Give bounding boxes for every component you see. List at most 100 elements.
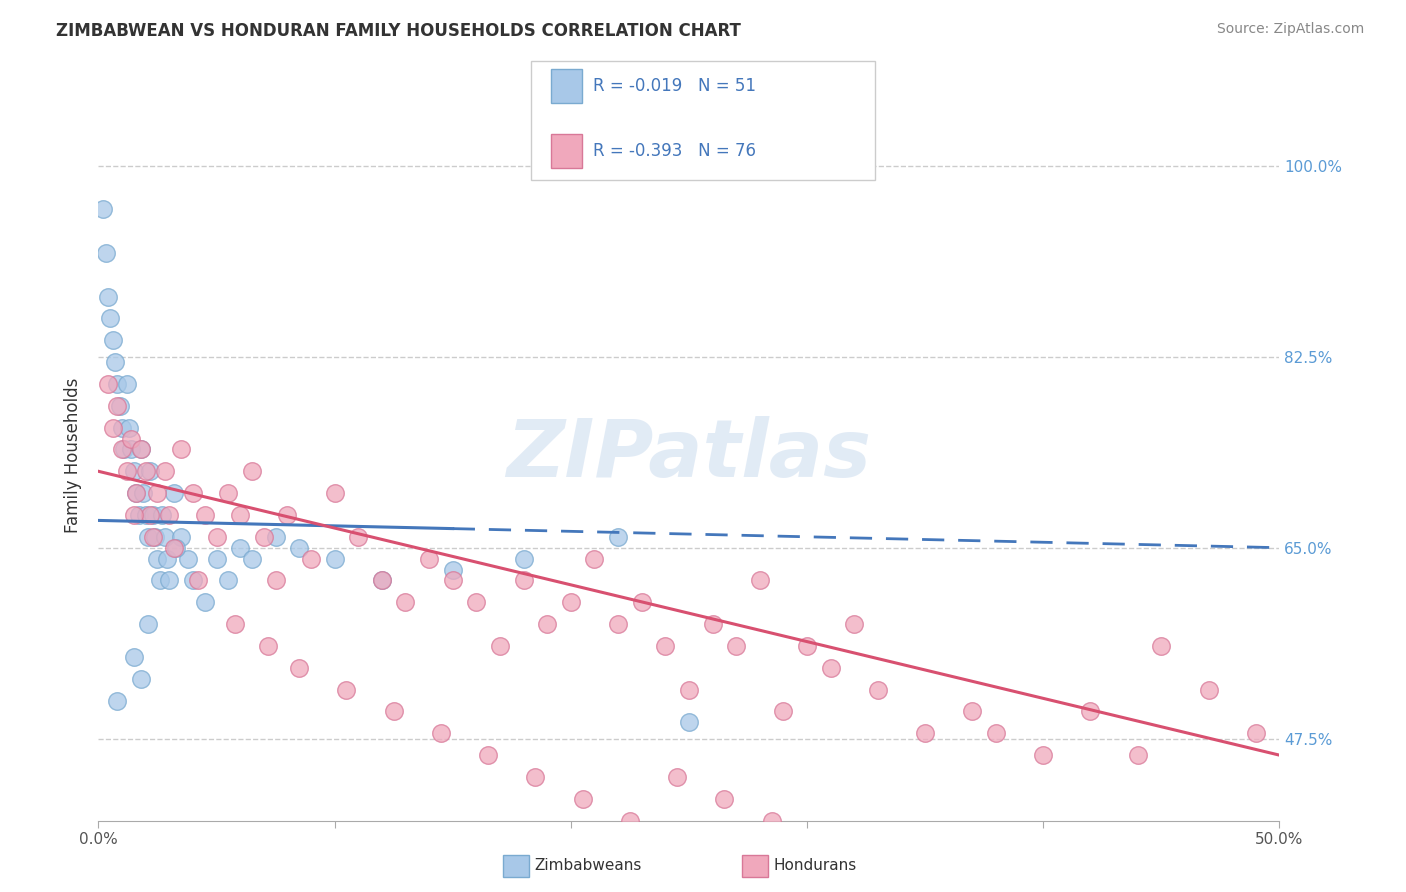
Point — [157, 508, 180, 522]
Point — [105, 376, 128, 391]
Point — [489, 639, 512, 653]
Point — [477, 748, 499, 763]
Point — [713, 792, 735, 806]
Point — [97, 376, 120, 391]
Point — [170, 442, 193, 457]
Point — [607, 530, 630, 544]
Point — [122, 508, 145, 522]
Point — [122, 649, 145, 664]
Point — [866, 682, 889, 697]
Point — [725, 639, 748, 653]
Point — [1032, 748, 1054, 763]
Point — [129, 672, 152, 686]
Point — [125, 486, 148, 500]
Point — [253, 530, 276, 544]
Point — [170, 530, 193, 544]
Point — [1126, 748, 1149, 763]
Text: Zimbabweans: Zimbabweans — [534, 858, 641, 872]
Point — [115, 376, 138, 391]
Point — [560, 595, 582, 609]
Point — [772, 705, 794, 719]
Point — [288, 661, 311, 675]
Point — [105, 693, 128, 707]
Point — [132, 486, 155, 500]
Point — [121, 442, 143, 457]
Point — [129, 442, 152, 457]
Point — [1198, 682, 1220, 697]
Point — [820, 661, 842, 675]
Point — [323, 551, 346, 566]
Point — [101, 333, 124, 347]
Point — [394, 595, 416, 609]
Point — [418, 551, 440, 566]
Point — [240, 464, 263, 478]
Point — [143, 530, 166, 544]
Point — [323, 486, 346, 500]
Point — [136, 530, 159, 544]
Point — [181, 574, 204, 588]
Point — [112, 442, 135, 457]
Point — [299, 551, 322, 566]
Point — [607, 617, 630, 632]
Point — [748, 574, 770, 588]
Point — [807, 835, 830, 849]
Point — [163, 541, 186, 555]
Point — [105, 399, 128, 413]
Point — [229, 541, 252, 555]
Point — [104, 355, 127, 369]
Point — [430, 726, 453, 740]
Point — [382, 705, 405, 719]
Point — [217, 574, 239, 588]
Point — [371, 574, 394, 588]
Point — [153, 530, 176, 544]
Point — [1080, 705, 1102, 719]
Point — [194, 508, 217, 522]
Point — [111, 420, 134, 434]
Point — [121, 432, 143, 446]
Text: ZIMBABWEAN VS HONDURAN FAMILY HOUSEHOLDS CORRELATION CHART: ZIMBABWEAN VS HONDURAN FAMILY HOUSEHOLDS… — [56, 22, 741, 40]
Point — [371, 574, 394, 588]
Point — [135, 508, 157, 522]
Point — [94, 246, 117, 260]
Point — [571, 792, 593, 806]
Point — [98, 311, 121, 326]
Point — [257, 639, 280, 653]
Point — [97, 290, 120, 304]
Point — [157, 574, 180, 588]
Point — [149, 574, 172, 588]
Point — [441, 563, 464, 577]
Point — [465, 595, 488, 609]
Point — [264, 530, 287, 544]
Point — [111, 442, 134, 457]
Point — [108, 399, 131, 413]
Point — [156, 551, 179, 566]
Text: Hondurans: Hondurans — [773, 858, 856, 872]
Point — [187, 574, 209, 588]
Point — [796, 639, 818, 653]
Point — [288, 541, 311, 555]
Point — [177, 551, 200, 566]
Point — [136, 617, 159, 632]
Point — [441, 574, 464, 588]
Point — [524, 770, 547, 784]
Point — [165, 541, 187, 555]
Text: R = -0.019   N = 51: R = -0.019 N = 51 — [593, 77, 756, 95]
Point — [153, 464, 176, 478]
Point — [129, 442, 152, 457]
Point — [135, 464, 157, 478]
Text: Source: ZipAtlas.com: Source: ZipAtlas.com — [1216, 22, 1364, 37]
Point — [914, 726, 936, 740]
Point — [115, 464, 138, 478]
Point — [142, 530, 165, 544]
Point — [101, 420, 124, 434]
Point — [224, 617, 246, 632]
Point — [666, 770, 689, 784]
Point — [264, 574, 287, 588]
Point — [150, 508, 173, 522]
Point — [146, 551, 169, 566]
Point — [962, 705, 984, 719]
Point — [630, 595, 652, 609]
Text: ZIPatlas: ZIPatlas — [506, 416, 872, 494]
Point — [128, 508, 150, 522]
Point — [205, 530, 228, 544]
